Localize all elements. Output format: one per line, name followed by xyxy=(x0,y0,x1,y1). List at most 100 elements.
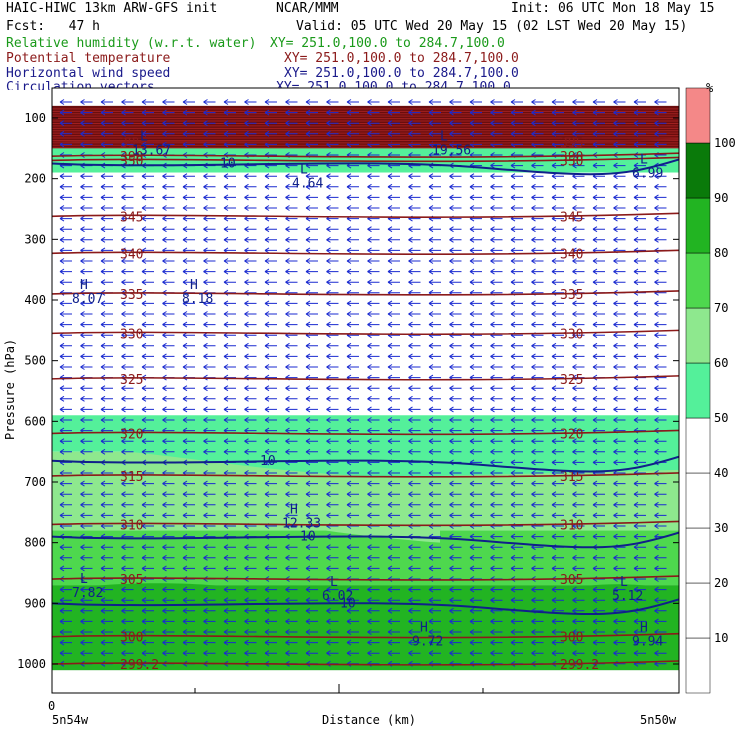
wind-vector xyxy=(80,173,93,180)
wind-vector xyxy=(162,364,175,370)
wind-vector xyxy=(633,194,646,201)
wind-vector xyxy=(182,629,195,635)
wind-vector xyxy=(428,130,441,137)
wind-vector xyxy=(633,597,646,604)
wind-vector xyxy=(490,470,503,476)
wind-vector xyxy=(141,586,154,593)
wind-vector xyxy=(121,629,134,635)
wind-vector xyxy=(633,417,646,423)
wind-vector xyxy=(387,470,400,476)
wind-vector xyxy=(428,470,441,476)
wind-vector xyxy=(449,618,462,625)
wind-vector xyxy=(531,205,544,211)
wind-vector xyxy=(531,173,544,180)
wind-vector xyxy=(531,565,544,572)
theta-line-345 xyxy=(52,212,679,218)
theta-line-340 xyxy=(52,249,679,255)
wind-vector xyxy=(510,586,523,593)
wind-vector xyxy=(408,183,421,190)
wind-vector xyxy=(223,650,236,657)
wind-vector xyxy=(551,226,564,233)
wind-vector xyxy=(613,183,626,190)
wind-vector xyxy=(80,353,93,360)
wind-vector xyxy=(367,311,380,317)
wind-vector xyxy=(141,353,154,360)
wind-vector xyxy=(80,480,93,487)
wind-vector xyxy=(613,332,626,339)
wind-vector xyxy=(408,173,421,180)
wind-vector xyxy=(264,607,277,614)
extremum-value: 8.07 xyxy=(72,292,103,307)
wind-vector xyxy=(449,650,462,657)
wind-vector xyxy=(428,183,441,190)
wind-vector xyxy=(531,639,544,646)
wind-vector xyxy=(121,268,134,275)
theta-label: 320 xyxy=(120,427,143,442)
wind-vector xyxy=(244,194,257,201)
wind-vector xyxy=(59,130,72,137)
wind-vector xyxy=(531,130,544,137)
wind-vector xyxy=(551,650,564,657)
wind-vector xyxy=(223,438,236,445)
wind-vector xyxy=(469,183,482,190)
wind-vector xyxy=(633,650,646,657)
wind-vector xyxy=(449,607,462,614)
wind-vector xyxy=(613,109,626,116)
wind-vector xyxy=(428,406,441,413)
wind-vector xyxy=(305,258,318,264)
wind-vector xyxy=(346,607,359,614)
wind-vector xyxy=(387,120,400,127)
x-axis-label: Distance (km) xyxy=(322,713,416,727)
wind-vector xyxy=(244,99,257,105)
wind-vector xyxy=(469,554,482,561)
wind-vector xyxy=(182,385,195,392)
plot-frame xyxy=(51,87,680,694)
wind-vector xyxy=(408,385,421,392)
wind-vector xyxy=(80,586,93,593)
wind-vector xyxy=(162,268,175,275)
wind-vector xyxy=(59,109,72,116)
wind-contour-label: 10 xyxy=(260,454,276,469)
wind-vector xyxy=(510,618,523,625)
wind-vector xyxy=(531,395,544,402)
wind-vector xyxy=(633,491,646,498)
wind-vector xyxy=(305,639,318,646)
field-theta-xy: XY= 251.0,100.0 to 284.7,100.0 xyxy=(284,51,519,66)
theta-label: 345 xyxy=(120,210,143,225)
wind-vector xyxy=(59,300,72,307)
wind-vector xyxy=(387,417,400,423)
wind-vector xyxy=(387,311,400,317)
wind-vector xyxy=(346,183,359,190)
wind-vector xyxy=(654,554,667,561)
wind-vector xyxy=(531,279,544,286)
wind-vector xyxy=(531,247,544,254)
wind-vector xyxy=(326,438,339,445)
wind-vector xyxy=(305,109,318,116)
wind-vector xyxy=(305,554,318,561)
wind-vector xyxy=(551,120,564,127)
valid-time: Valid: 05 UTC Wed 20 May 15 (02 LST Wed … xyxy=(296,19,688,34)
wind-vector xyxy=(387,385,400,392)
wind-vector xyxy=(182,438,195,445)
wind-vector xyxy=(469,586,482,593)
wind-vector xyxy=(367,173,380,180)
wind-vector xyxy=(346,554,359,561)
wind-vector xyxy=(449,258,462,264)
wind-vector xyxy=(223,109,236,116)
wind-vector xyxy=(613,586,626,593)
wind-vector xyxy=(100,364,113,370)
wind-vector xyxy=(223,194,236,201)
wind-vector xyxy=(305,406,318,413)
wind-vector xyxy=(59,353,72,360)
wind-vector xyxy=(264,629,277,635)
wind-vector xyxy=(141,480,154,487)
wind-vector xyxy=(490,321,503,328)
wind-vector xyxy=(428,311,441,317)
wind-vector xyxy=(244,120,257,127)
wind-vector xyxy=(326,109,339,116)
wind-vector xyxy=(100,554,113,561)
wind-vector xyxy=(203,417,216,423)
wind-vector xyxy=(162,639,175,646)
wind-vector xyxy=(510,427,523,434)
wind-vector xyxy=(182,258,195,264)
